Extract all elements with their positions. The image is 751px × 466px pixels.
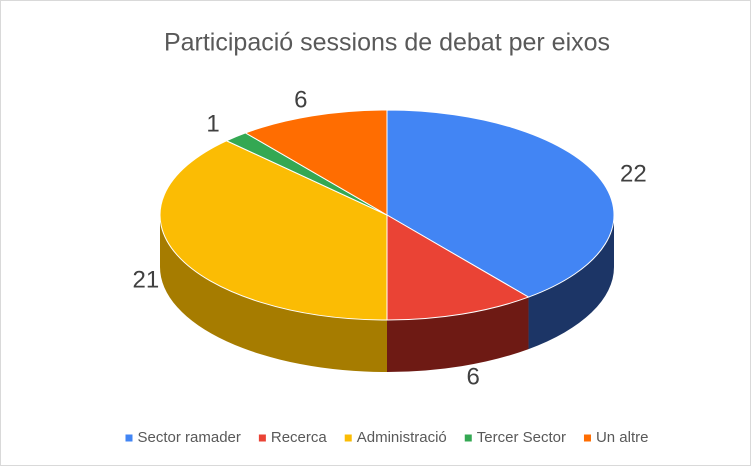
legend-marker xyxy=(464,434,472,442)
legend-label: Recerca xyxy=(271,429,328,446)
pie-slice-side xyxy=(528,215,614,350)
data-label: 6 xyxy=(294,86,307,113)
pie-slice xyxy=(244,109,388,216)
pie-slice xyxy=(159,140,388,321)
legend-label: Un altre xyxy=(596,429,649,446)
legend-label: Tercer Sector xyxy=(477,429,566,446)
chart-title: Participació sessions de debat per eixos xyxy=(164,29,610,57)
pie-slice xyxy=(386,214,530,321)
legend-label: Sector ramader xyxy=(138,429,241,446)
legend-marker xyxy=(125,434,133,442)
pie-slice-side xyxy=(160,215,387,372)
legend-marker xyxy=(258,434,266,442)
data-label: 6 xyxy=(467,363,480,390)
data-label: 21 xyxy=(132,266,159,293)
pie-slice-side xyxy=(387,297,529,372)
data-label: 22 xyxy=(620,160,647,187)
data-label: 1 xyxy=(206,110,219,137)
legend-marker xyxy=(583,434,591,442)
pie-slice xyxy=(386,109,615,298)
legend-label: Administració xyxy=(357,429,447,446)
legend-marker xyxy=(344,434,352,442)
